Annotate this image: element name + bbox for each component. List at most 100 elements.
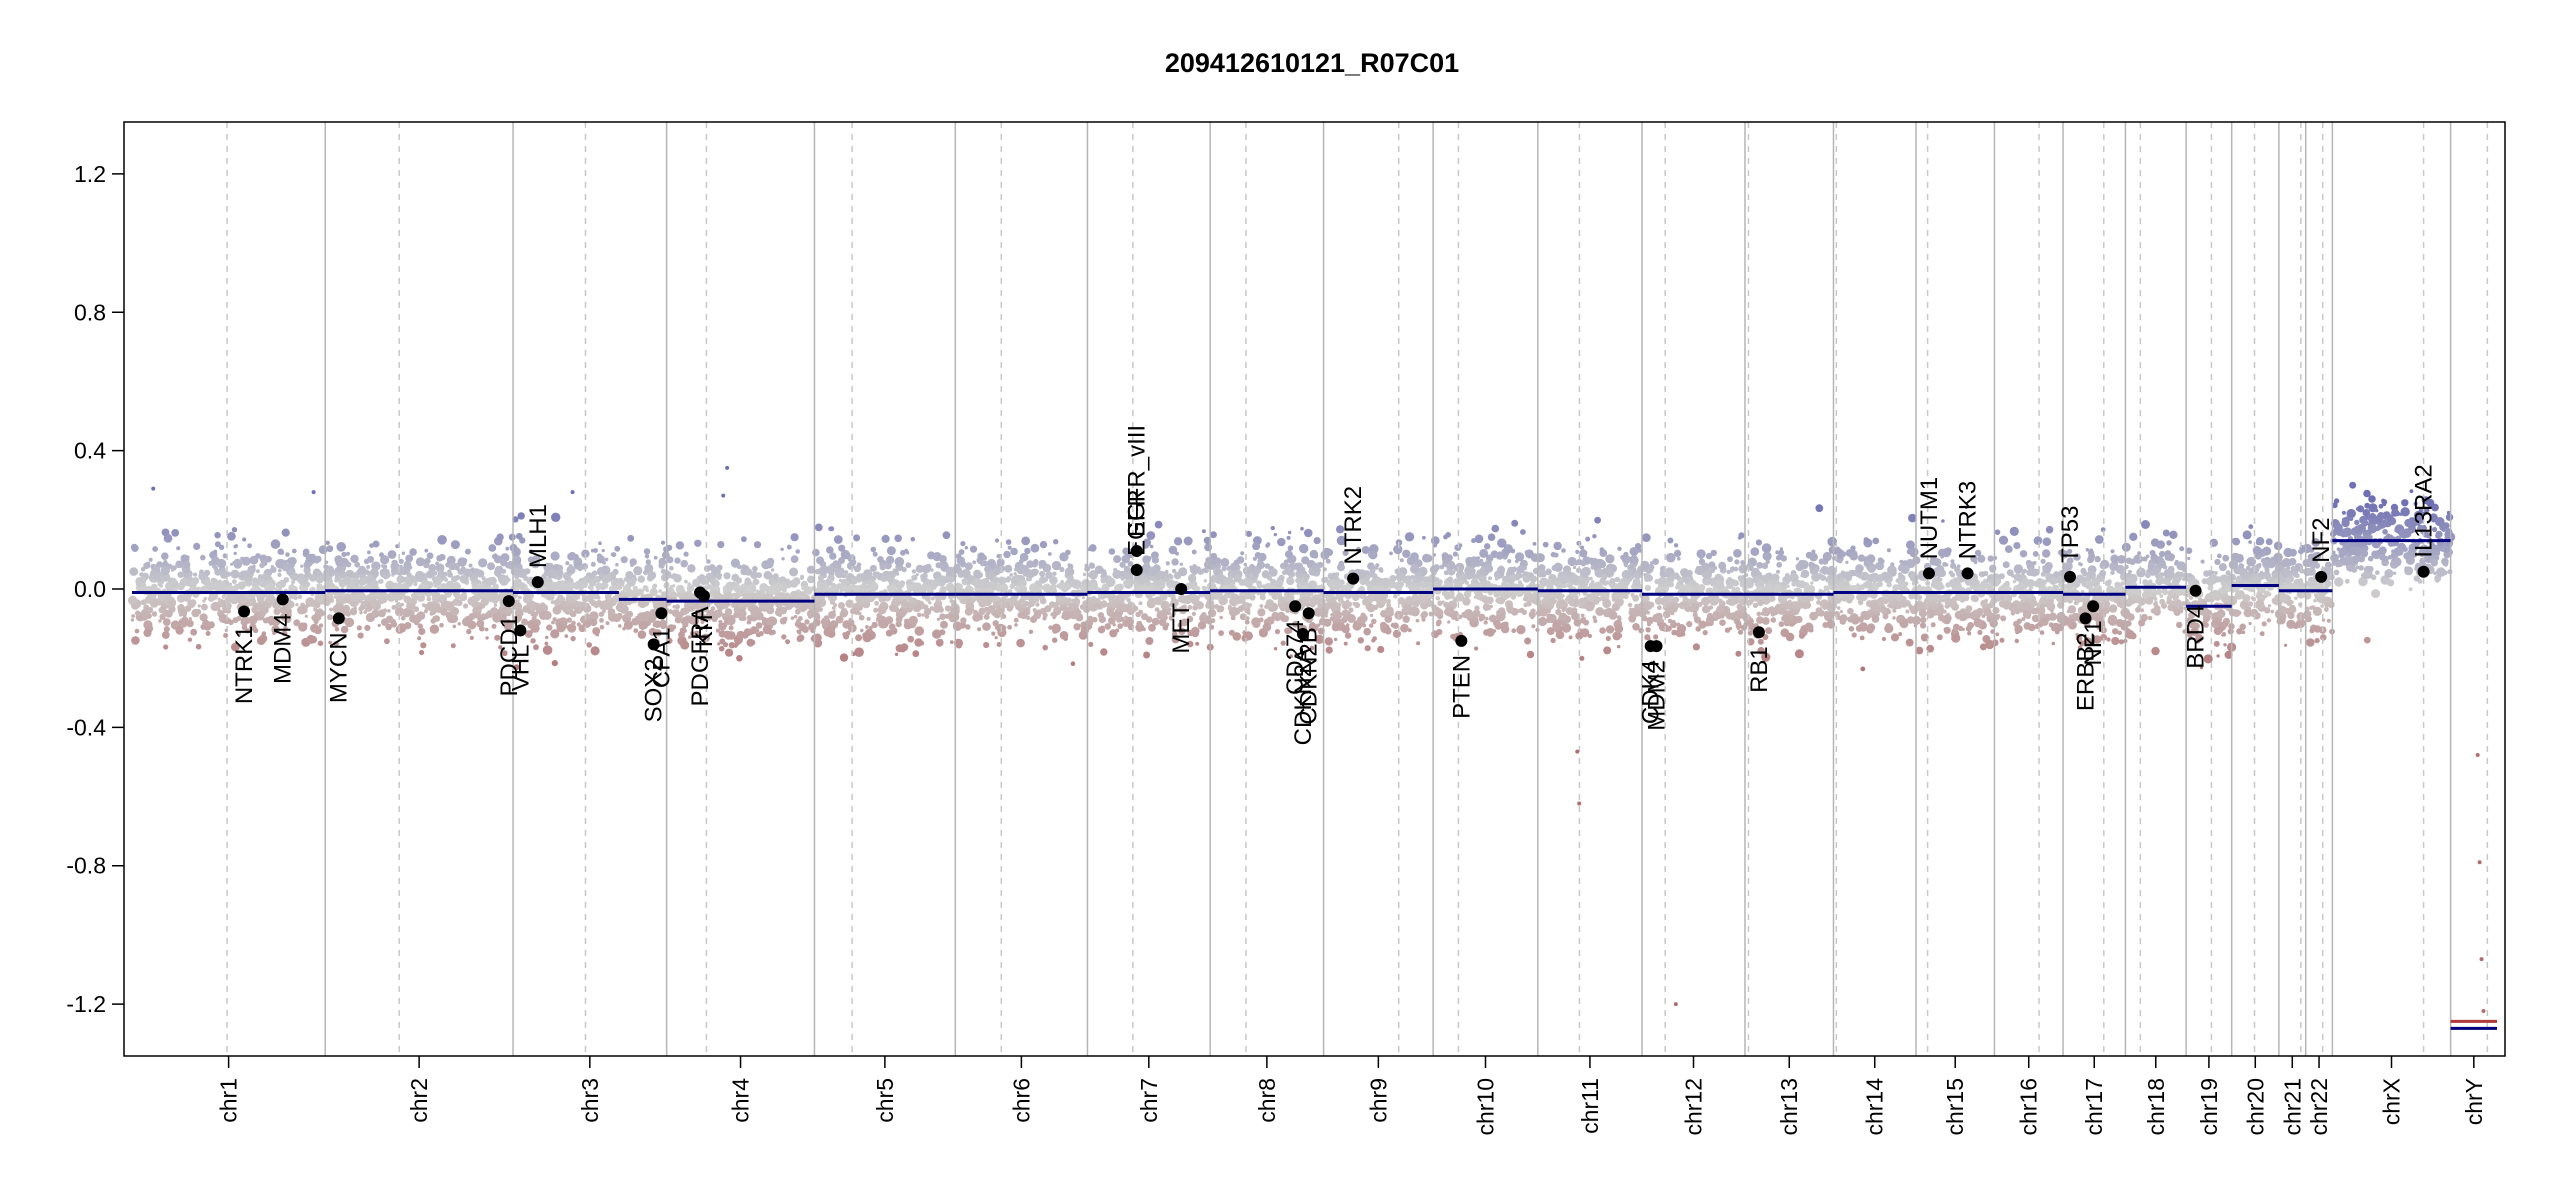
- probe-point: [1219, 615, 1223, 620]
- probe-point: [1281, 570, 1287, 575]
- probe-point: [418, 627, 426, 636]
- probe-point: [1237, 605, 1245, 612]
- probe-point: [1039, 570, 1046, 577]
- probe-point: [185, 595, 189, 599]
- probe-point: [932, 629, 942, 639]
- probe-point: [908, 597, 915, 604]
- probe-point: [1635, 574, 1639, 579]
- probe-point: [1839, 610, 1843, 614]
- probe-point: [1168, 545, 1178, 555]
- probe-point: [241, 624, 248, 631]
- probe-point: [1214, 604, 1220, 610]
- probe-point: [573, 609, 578, 614]
- probe-point: [1172, 606, 1179, 613]
- probe-point: [1731, 587, 1737, 593]
- probe-point: [1210, 618, 1216, 624]
- probe-point: [644, 554, 650, 559]
- probe-point: [1304, 528, 1313, 538]
- probe-point: [1566, 582, 1573, 589]
- probe-point: [915, 564, 925, 573]
- probe-point: [1497, 590, 1501, 595]
- probe-point: [1528, 581, 1536, 589]
- probe-point: [1608, 610, 1618, 620]
- probe-point: [874, 600, 879, 606]
- probe-point: [1882, 613, 1889, 620]
- probe-point: [239, 570, 248, 578]
- probe-point: [1436, 608, 1444, 617]
- probe-point: [1416, 641, 1421, 646]
- probe-point: [363, 558, 370, 565]
- probe-point: [844, 570, 849, 575]
- probe-point: [703, 565, 711, 572]
- probe-point: [608, 585, 617, 593]
- probe-point: [602, 574, 612, 583]
- probe-point: [604, 557, 609, 562]
- probe-point: [695, 630, 701, 636]
- probe-point: [894, 556, 905, 567]
- probe-point: [486, 577, 495, 585]
- probe-point: [1148, 574, 1154, 580]
- probe-point: [854, 611, 859, 615]
- probe-point: [972, 609, 978, 615]
- probe-point: [1178, 594, 1187, 604]
- probe-point: [1277, 596, 1286, 605]
- probe-point: [1592, 615, 1597, 620]
- probe-point: [728, 642, 736, 649]
- probe-point: [1187, 605, 1193, 610]
- probe-point: [799, 606, 806, 613]
- probe-point: [1352, 601, 1357, 606]
- probe-point: [163, 626, 170, 633]
- probe-point: [450, 643, 456, 649]
- probe-point: [1175, 551, 1179, 556]
- probe-point: [479, 614, 487, 621]
- probe-point: [901, 601, 909, 609]
- probe-point: [247, 543, 253, 549]
- probe-point: [359, 593, 367, 600]
- probe-point: [1748, 599, 1754, 605]
- probe-point: [1309, 596, 1316, 604]
- probe-point: [1616, 602, 1621, 608]
- probe-point: [474, 594, 482, 601]
- probe-point: [803, 586, 813, 595]
- probe-point: [358, 576, 368, 586]
- probe-point: [1337, 596, 1344, 603]
- probe-point: [1836, 606, 1841, 610]
- probe-point: [163, 644, 169, 650]
- probe-point: [1240, 551, 1245, 556]
- probe-point: [1325, 548, 1334, 557]
- probe-point: [475, 608, 479, 613]
- probe-point: [466, 628, 472, 635]
- probe-point: [455, 574, 461, 581]
- probe-point: [1594, 568, 1605, 578]
- probe-point: [304, 587, 309, 591]
- probe-point: [1666, 552, 1676, 563]
- probe-point: [469, 635, 474, 641]
- probe-point: [413, 606, 420, 612]
- probe-point: [1409, 598, 1414, 603]
- probe-point: [1112, 611, 1122, 621]
- probe-point: [614, 545, 621, 552]
- probe-point: [954, 638, 963, 648]
- probe-point: [1327, 573, 1334, 579]
- probe-point: [1770, 617, 1777, 623]
- probe-point: [1333, 637, 1338, 642]
- probe-point: [1213, 568, 1221, 576]
- probe-point: [1030, 568, 1039, 577]
- probe-point: [1846, 597, 1853, 604]
- probe-point: [648, 627, 657, 636]
- probe-point: [1701, 605, 1710, 614]
- probe-point: [1308, 623, 1318, 633]
- probe-point: [255, 586, 261, 593]
- probe-point: [1067, 563, 1071, 567]
- probe-point: [1333, 582, 1342, 591]
- probe-point: [1779, 547, 1783, 551]
- probe-point: [982, 608, 986, 613]
- probe-point: [275, 558, 285, 569]
- probe-point: [1393, 594, 1398, 599]
- probe-point: [916, 612, 922, 618]
- probe-point: [1786, 584, 1790, 588]
- probe-point: [718, 622, 727, 631]
- probe-point: [898, 616, 903, 621]
- probe-point: [833, 535, 843, 544]
